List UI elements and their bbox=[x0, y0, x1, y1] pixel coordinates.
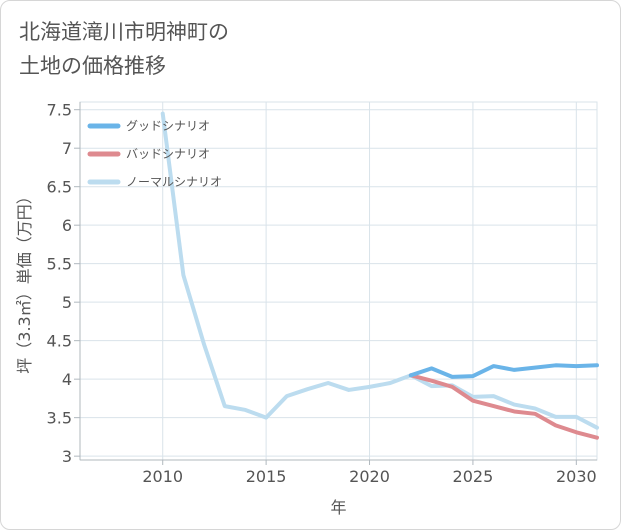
y-tick-label: 4.5 bbox=[47, 332, 72, 351]
y-tick-label: 5.5 bbox=[47, 255, 72, 274]
y-tick-label: 6 bbox=[62, 216, 72, 235]
y-tick-label: 6.5 bbox=[47, 178, 72, 197]
y-tick-label: 4 bbox=[62, 370, 72, 389]
y-tick-label: 5 bbox=[62, 293, 72, 312]
series-line bbox=[408, 363, 599, 379]
legend-label: グッドシナリオ bbox=[126, 119, 210, 133]
y-tick-label: 7.5 bbox=[47, 101, 72, 120]
x-tick-label: 2030 bbox=[556, 467, 597, 486]
chart-title-line-2: 土地の価格推移 bbox=[19, 54, 166, 78]
y-tick-label: 7 bbox=[62, 139, 72, 158]
x-tick-label: 2025 bbox=[453, 467, 494, 486]
chart-title-line-1: 北海道滝川市明神町の bbox=[19, 20, 229, 44]
x-tick-label: 2010 bbox=[142, 467, 183, 486]
legend-label: ノーマルシナリオ bbox=[126, 175, 222, 189]
x-tick-label: 2020 bbox=[349, 467, 390, 486]
plot-area bbox=[79, 101, 598, 461]
x-axis-title: 年 bbox=[330, 498, 346, 517]
y-axis-title: 坪（3.3㎡）単価（万円） bbox=[15, 188, 34, 373]
legend-label: バッドシナリオ bbox=[126, 147, 210, 161]
y-tick-label: 3 bbox=[62, 447, 72, 466]
x-tick-label: 2015 bbox=[246, 467, 287, 486]
chart-title: 北海道滝川市明神町の 土地の価格推移 bbox=[19, 15, 419, 83]
y-tick-label: 3.5 bbox=[47, 409, 72, 428]
series-line bbox=[408, 373, 599, 440]
series-line bbox=[160, 111, 599, 430]
